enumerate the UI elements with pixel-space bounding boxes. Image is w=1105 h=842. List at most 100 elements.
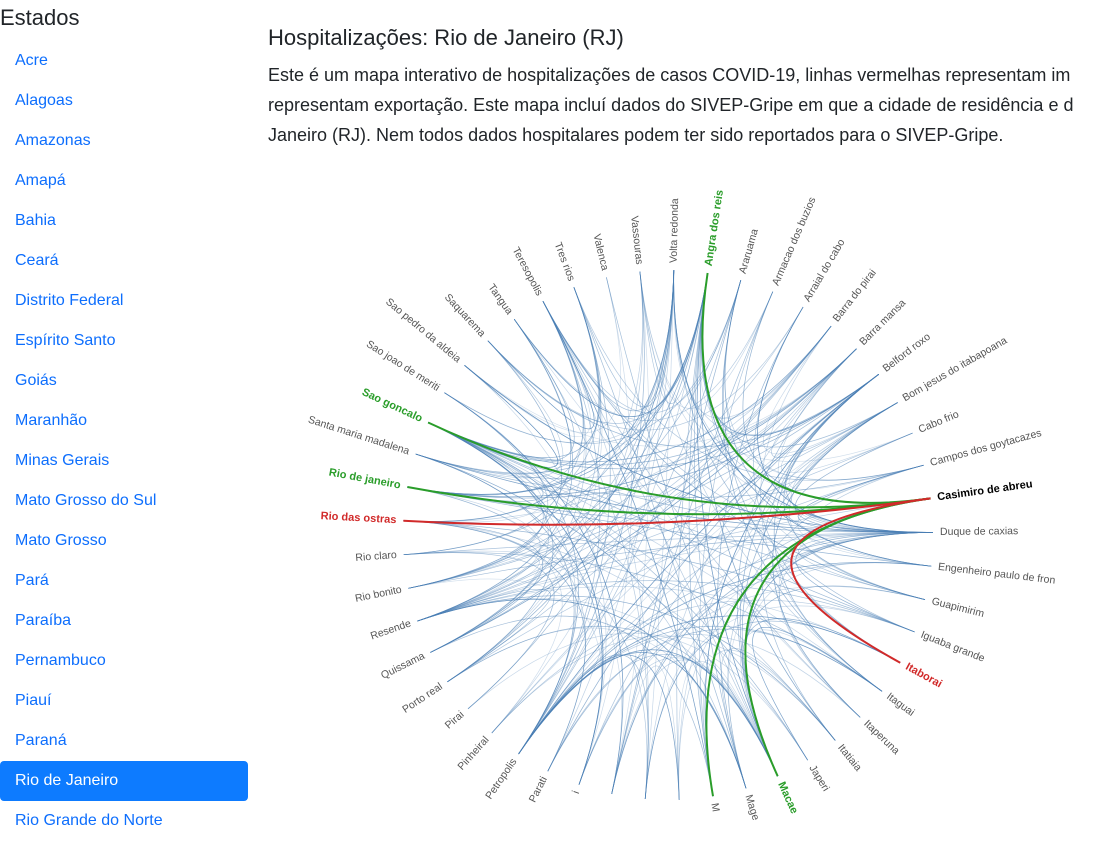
description-line: Este é um mapa interativo de hospitaliza… [268, 65, 1071, 85]
node-label[interactable]: Guapimirim [930, 595, 985, 620]
node-label[interactable]: Rio bonito [354, 584, 403, 605]
chord-link [417, 325, 832, 622]
export-link[interactable] [701, 272, 931, 504]
chord-link [673, 270, 832, 419]
node-label[interactable]: Petropolis [483, 756, 519, 801]
node-label[interactable]: Macae [775, 780, 800, 816]
node-label[interactable]: Campos dos goytacazes [929, 427, 1043, 469]
node-label[interactable]: Arraial do cabo [801, 237, 847, 304]
chord-link [639, 271, 708, 404]
chord-link [518, 654, 649, 800]
sidebar-item[interactable]: Paraná [15, 732, 67, 749]
chord-link [415, 272, 708, 474]
node-label[interactable]: i [570, 789, 582, 795]
node-label[interactable]: Porto real [400, 681, 445, 716]
node-label[interactable]: Duque de caxias [940, 525, 1018, 538]
node-label[interactable]: Resende [369, 617, 413, 642]
node-label[interactable]: Casimiro de abreu [937, 478, 1034, 503]
sidebar-item[interactable]: Pernambuco [15, 652, 106, 669]
node-label[interactable]: Itatiaia [835, 742, 864, 774]
node-label[interactable]: Itaborai [903, 661, 944, 691]
node-label[interactable]: Cabo frio [917, 408, 961, 436]
node-label[interactable]: Saquarema [442, 291, 488, 339]
node-label[interactable]: Tangua [485, 282, 515, 317]
chord-link [415, 453, 603, 785]
node-label[interactable]: Valenca [591, 233, 611, 272]
sidebar-item[interactable]: Acre [15, 52, 48, 69]
node-label[interactable]: Vassouras [628, 215, 645, 265]
node-label[interactable]: Barra do pirai [830, 267, 878, 324]
chord-link [699, 272, 836, 741]
node-label[interactable]: Quissama [379, 650, 427, 682]
chord-link [673, 270, 915, 633]
sidebar-item[interactable]: Paraíba [15, 612, 72, 629]
hospitalization-chord-chart[interactable]: Angra dos reis Araruama Armacao dos buzios… [268, 0, 1105, 842]
import-link[interactable] [403, 497, 931, 526]
node-label[interactable]: Sao joao de meriti [364, 338, 442, 394]
chord-link [403, 552, 883, 692]
chord-link [518, 531, 934, 755]
import-link[interactable] [790, 497, 931, 664]
node-label[interactable]: Itaguai [884, 690, 917, 718]
chord-link [788, 402, 926, 600]
sidebar-item[interactable]: Bahia [15, 212, 56, 229]
chord-link [518, 402, 898, 755]
chord-link [415, 340, 564, 479]
node-label[interactable]: Itaperuna [861, 718, 902, 757]
node-label[interactable]: Tres rios [552, 241, 578, 283]
node-label[interactable]: Barra mansa [857, 297, 908, 348]
node-label[interactable]: M [708, 802, 721, 813]
chord-link [491, 635, 836, 741]
node-label[interactable]: Japeri [806, 763, 831, 794]
chord-link [798, 531, 934, 600]
export-link[interactable] [427, 421, 931, 509]
chord-link [430, 348, 857, 653]
chord-link [427, 422, 554, 683]
node-label[interactable]: Parati [527, 775, 550, 805]
chord-link [407, 486, 932, 567]
sidebar-item[interactable]: Goiás [15, 372, 57, 389]
chord-link [518, 652, 747, 789]
node-label[interactable]: Belford roxo [881, 331, 933, 375]
node-label[interactable]: Araruama [737, 227, 761, 275]
chord-link [403, 520, 563, 734]
node-label[interactable]: Engenheiro paulo de fron [937, 561, 1056, 587]
chord-link [464, 365, 934, 533]
chord-link [403, 301, 584, 522]
node-label[interactable]: Rio das ostras [320, 510, 396, 526]
node-label[interactable]: Armacao dos buzios [770, 195, 819, 287]
chord-link [487, 340, 879, 448]
sidebar-item[interactable]: Mato Grosso [15, 532, 107, 549]
node-label[interactable]: Pirai [443, 709, 467, 732]
chord-link [427, 318, 575, 462]
chord-link [606, 277, 779, 777]
sidebar-item[interactable]: Mato Grosso do Sul [15, 492, 157, 509]
node-label[interactable]: Teresopolis [510, 245, 546, 298]
node-label[interactable]: Pinheiral [455, 734, 491, 773]
sidebar-item[interactable]: Piauí [15, 692, 52, 709]
node-label[interactable]: Angra dos reis [703, 189, 726, 267]
node-label[interactable]: Rio claro [355, 549, 397, 564]
chord-link [447, 464, 924, 683]
sidebar-item[interactable]: Rio de Janeiro [0, 761, 248, 801]
node-label[interactable]: Santa maria madalena [307, 414, 411, 458]
sidebar-item[interactable]: Alagoas [15, 92, 73, 109]
chord-link [771, 348, 898, 458]
export-link[interactable] [705, 497, 931, 797]
node-label[interactable]: Rio de janeiro [328, 467, 402, 492]
node-label[interactable]: Mage [742, 793, 761, 822]
sidebar-item[interactable]: Distrito Federal [15, 292, 124, 309]
sidebar-item[interactable]: Pará [15, 572, 49, 589]
chord-link [703, 649, 836, 797]
node-label[interactable]: Iguaba grande [919, 629, 987, 665]
sidebar-item[interactable]: Amazonas [15, 132, 91, 149]
node-label[interactable]: Sao goncalo [360, 386, 425, 425]
sidebar-item[interactable]: Minas Gerais [15, 452, 110, 469]
sidebar-item[interactable]: Rio Grande do Norte [15, 812, 163, 829]
sidebar-item[interactable]: Maranhão [15, 412, 88, 429]
sidebar-item[interactable]: Ceará [15, 252, 59, 269]
chord-link [693, 272, 747, 789]
sidebar-item[interactable]: Espírito Santo [15, 332, 116, 349]
node-label[interactable]: Volta redonda [668, 198, 681, 263]
sidebar-item[interactable]: Amapá [15, 172, 66, 189]
